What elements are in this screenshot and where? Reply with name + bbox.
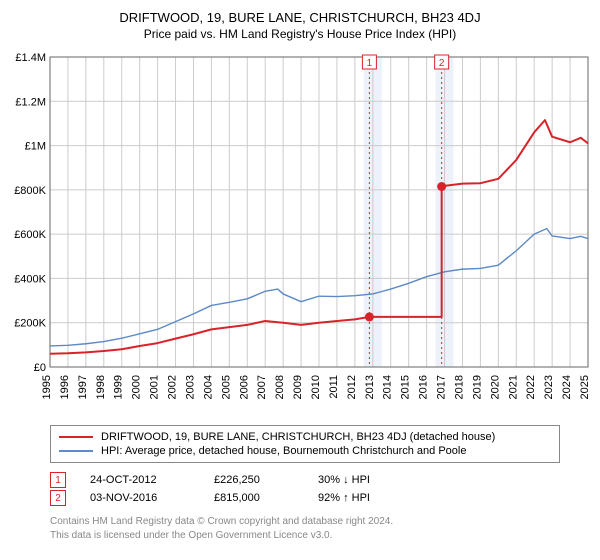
svg-text:1: 1 <box>367 58 373 69</box>
svg-text:2014: 2014 <box>382 375 394 399</box>
svg-text:2009: 2009 <box>292 375 304 399</box>
line-chart-svg: £0 £200K £400K £600K £800K £1M £1.2M £1.4M 1995 1… <box>8 49 592 419</box>
svg-text:2005: 2005 <box>220 375 232 399</box>
legend-item: HPI: Average price, detached house, Bour… <box>59 444 551 458</box>
svg-text:2020: 2020 <box>489 375 501 399</box>
svg-text:2021: 2021 <box>507 375 519 399</box>
svg-text:2012: 2012 <box>346 375 358 399</box>
svg-text:1996: 1996 <box>59 375 71 399</box>
svg-text:2015: 2015 <box>400 375 412 399</box>
svg-text:2004: 2004 <box>202 375 214 399</box>
footer-line: Contains HM Land Registry data © Crown c… <box>50 515 560 529</box>
event-badge: 2 <box>50 490 66 506</box>
svg-text:£800K: £800K <box>14 185 46 197</box>
svg-text:2022: 2022 <box>525 375 537 399</box>
svg-text:1997: 1997 <box>77 375 89 399</box>
legend-item: DRIFTWOOD, 19, BURE LANE, CHRISTCHURCH, … <box>59 430 551 444</box>
event-row: 1 24-OCT-2012 £226,250 30% ↓ HPI <box>50 471 560 489</box>
chart-title: DRIFTWOOD, 19, BURE LANE, CHRISTCHURCH, … <box>8 10 592 25</box>
svg-text:2017: 2017 <box>436 375 448 399</box>
svg-text:2006: 2006 <box>238 375 250 399</box>
svg-text:£0: £0 <box>34 362 46 374</box>
svg-text:2023: 2023 <box>543 375 555 399</box>
svg-text:£600K: £600K <box>14 229 46 241</box>
svg-text:2016: 2016 <box>418 375 430 399</box>
svg-text:£1M: £1M <box>25 141 46 153</box>
svg-text:2007: 2007 <box>256 375 268 399</box>
chart-subtitle: Price paid vs. HM Land Registry's House … <box>8 27 592 41</box>
svg-text:1998: 1998 <box>95 375 107 399</box>
svg-text:2013: 2013 <box>364 375 376 399</box>
legend-swatch <box>59 436 93 438</box>
svg-text:2011: 2011 <box>328 375 340 399</box>
footer-line: This data is licensed under the Open Gov… <box>50 529 560 543</box>
event-price: £226,250 <box>214 474 294 486</box>
event-note: 30% ↓ HPI <box>318 474 370 486</box>
svg-text:2000: 2000 <box>131 375 143 399</box>
svg-text:1999: 1999 <box>113 375 125 399</box>
legend-label: HPI: Average price, detached house, Bour… <box>101 445 466 457</box>
svg-text:2024: 2024 <box>561 375 573 399</box>
svg-text:2003: 2003 <box>184 375 196 399</box>
svg-text:1995: 1995 <box>41 375 53 399</box>
event-price: £815,000 <box>214 492 294 504</box>
event-date: 03-NOV-2016 <box>90 492 190 504</box>
legend-swatch <box>59 450 93 452</box>
legend: DRIFTWOOD, 19, BURE LANE, CHRISTCHURCH, … <box>50 425 560 463</box>
footer-attribution: Contains HM Land Registry data © Crown c… <box>50 515 560 543</box>
svg-text:£1.2M: £1.2M <box>15 96 46 108</box>
event-badge: 1 <box>50 472 66 488</box>
svg-text:2008: 2008 <box>274 375 286 399</box>
svg-text:2018: 2018 <box>453 375 465 399</box>
svg-text:2001: 2001 <box>149 375 161 399</box>
event-date: 24-OCT-2012 <box>90 474 190 486</box>
event-note: 92% ↑ HPI <box>318 492 370 504</box>
svg-text:2002: 2002 <box>167 375 179 399</box>
svg-text:2025: 2025 <box>579 375 591 399</box>
svg-text:£200K: £200K <box>14 318 46 330</box>
chart-area: £0 £200K £400K £600K £800K £1M £1.2M £1.4M 1995 1… <box>8 49 592 419</box>
svg-text:2010: 2010 <box>310 375 322 399</box>
svg-text:2: 2 <box>439 58 445 69</box>
svg-text:2019: 2019 <box>471 375 483 399</box>
svg-text:£1.4M: £1.4M <box>15 52 46 64</box>
event-table: 1 24-OCT-2012 £226,250 30% ↓ HPI 2 03-NO… <box>50 471 560 507</box>
legend-label: DRIFTWOOD, 19, BURE LANE, CHRISTCHURCH, … <box>101 431 495 443</box>
event-row: 2 03-NOV-2016 £815,000 92% ↑ HPI <box>50 489 560 507</box>
svg-text:£400K: £400K <box>14 273 46 285</box>
